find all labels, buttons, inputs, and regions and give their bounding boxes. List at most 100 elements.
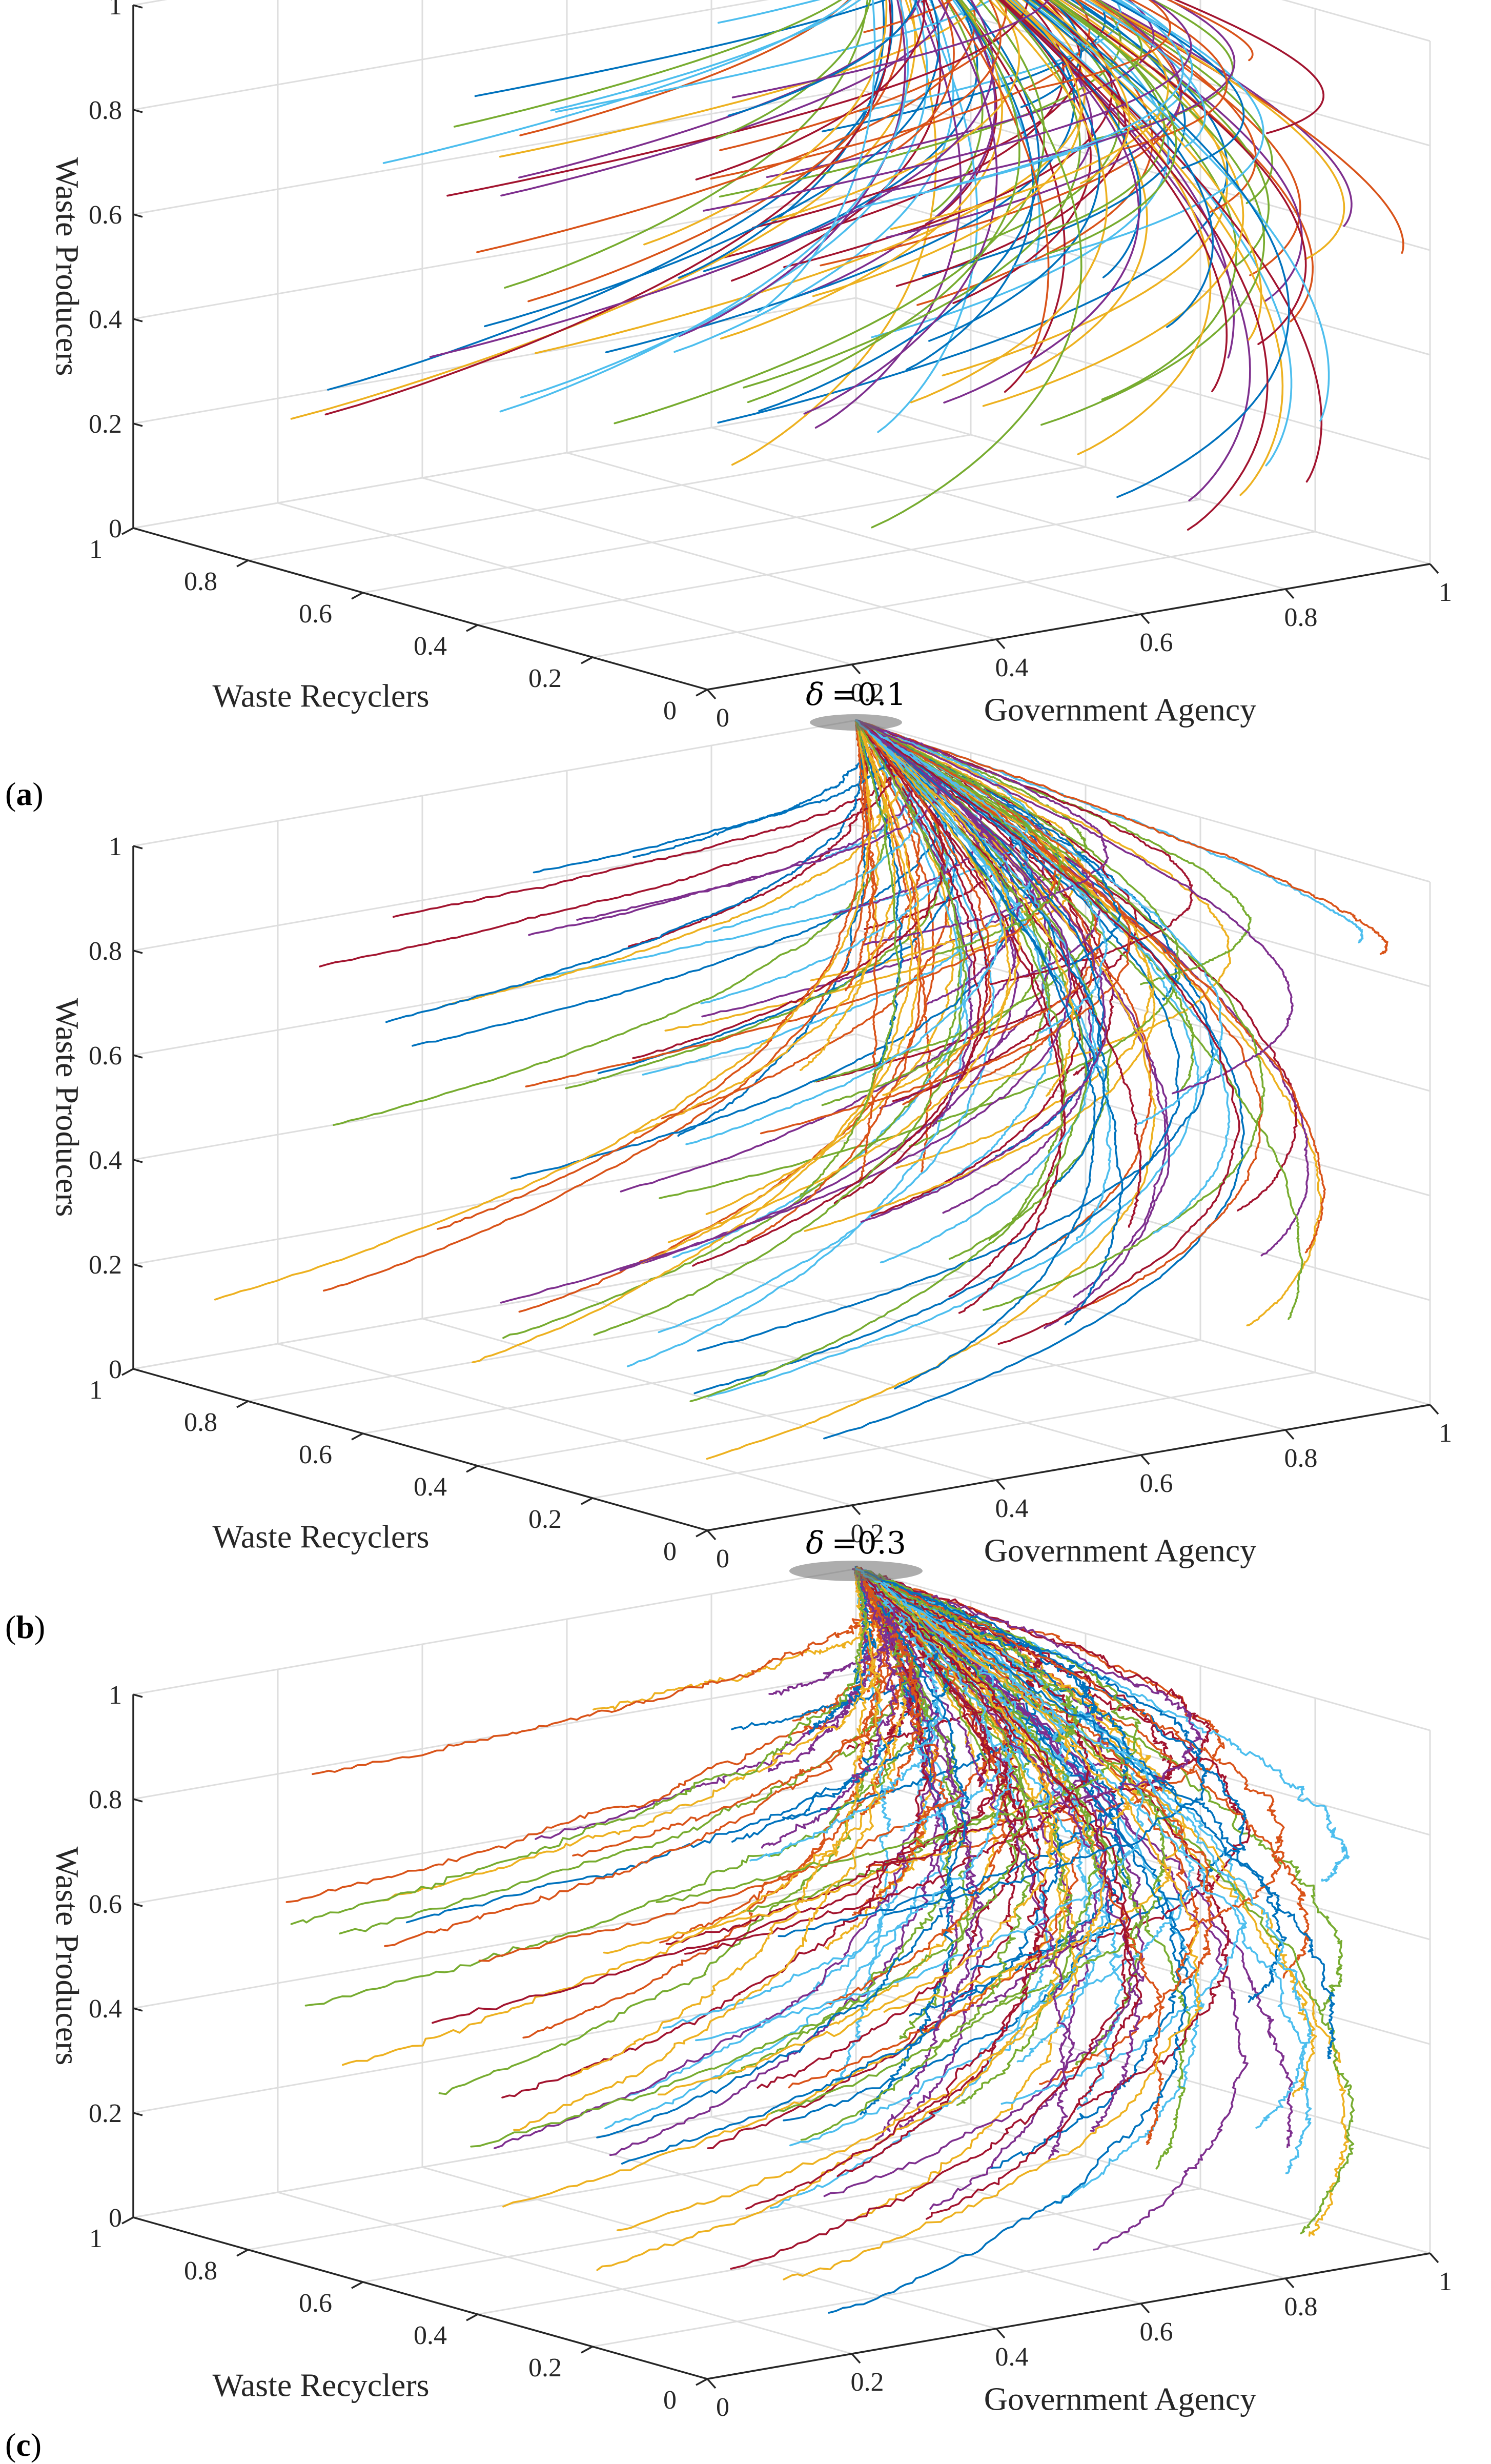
trajectory bbox=[384, 1568, 888, 1947]
trajectory bbox=[693, 719, 1180, 1395]
trajectory bbox=[855, 1568, 1165, 2145]
trajectory bbox=[855, 719, 1066, 1314]
grid bbox=[132, 0, 1431, 691]
grid-line bbox=[133, 0, 769, 111]
z-tick-label: 0 bbox=[109, 1355, 122, 1384]
grid bbox=[132, 719, 1431, 1531]
grid-line bbox=[711, 427, 1286, 590]
trajectory bbox=[1011, 0, 1235, 359]
chart-panel-a: 0 0 0 0.2 0.2 0.2 0.4 0.4 0.4 0.6 0.6 0.6 0.8 0.8 0.8 1… bbox=[5, 0, 1452, 812]
grid-line bbox=[855, 719, 1431, 883]
trajectory bbox=[855, 719, 1364, 943]
trajectory bbox=[327, 0, 893, 391]
x-tick-label: 0.4 bbox=[995, 1494, 1029, 1523]
z-tick-mark bbox=[133, 1368, 143, 1372]
trajectory bbox=[855, 1568, 1293, 2148]
trajectory bbox=[855, 719, 1112, 1241]
title-symbol: δ bbox=[806, 677, 824, 713]
trajectory bbox=[855, 719, 992, 1105]
axes: 0 0 0 0.2 0.2 0.2 0.4 0.4 0.4 0.6 0.6 0.6 0.8 0.8 0.8 1… bbox=[89, 0, 1452, 733]
trajectory bbox=[695, 0, 926, 180]
y-tick-label: 0.2 bbox=[528, 664, 562, 693]
x-tick-label: 0.8 bbox=[1284, 2292, 1318, 2321]
x-tick-label: 1 bbox=[1439, 1419, 1452, 1448]
grid-line bbox=[133, 2091, 856, 2218]
y-axis-label: Waste Recyclers bbox=[212, 677, 429, 714]
grid-line bbox=[592, 531, 1316, 658]
grid-line bbox=[133, 88, 856, 215]
trajectory bbox=[855, 719, 1109, 946]
trajectory bbox=[1012, 0, 1264, 268]
z-tick-label: 0.4 bbox=[89, 1146, 122, 1175]
grid-line bbox=[592, 2220, 1316, 2348]
x-tick-mark bbox=[995, 2328, 1006, 2339]
trajectory bbox=[504, 0, 869, 289]
trajectory bbox=[667, 719, 1012, 1243]
axes: 0 0 0 0.2 0.2 0.2 0.4 0.4 0.4 0.6 0.6 0.6 0.8 0.8 0.8 1… bbox=[89, 1681, 1452, 2422]
z-tick-label: 0.6 bbox=[89, 200, 122, 230]
x-tick-mark bbox=[1140, 613, 1150, 624]
z-tick-mark bbox=[133, 527, 143, 532]
trajectory bbox=[1028, 0, 1171, 91]
grid-line bbox=[711, 1267, 1286, 1431]
x-tick-label: 0.6 bbox=[1140, 1469, 1173, 1498]
z-tick-mark bbox=[133, 1263, 143, 1268]
trajectory bbox=[859, 0, 1122, 113]
y-tick-mark bbox=[696, 1529, 708, 1538]
grid-line bbox=[133, 1033, 856, 1161]
z-tick-mark bbox=[133, 1903, 143, 1907]
x-tick-label: 1 bbox=[1439, 2267, 1452, 2296]
x-tick-mark bbox=[1284, 588, 1295, 599]
trajectory bbox=[879, 0, 1236, 194]
trajectory bbox=[1167, 0, 1254, 62]
trajectory bbox=[781, 0, 1002, 180]
z-tick-label: 0.6 bbox=[89, 1890, 122, 1919]
y-tick-label: 1 bbox=[89, 2224, 103, 2253]
trajectory bbox=[1008, 0, 1212, 455]
grid-line bbox=[855, 1033, 1431, 1197]
trajectory bbox=[855, 1568, 1151, 1864]
trajectory bbox=[392, 719, 904, 918]
y-tick-mark bbox=[351, 1432, 363, 1441]
trajectory bbox=[747, 0, 1020, 403]
grid-line bbox=[855, 1138, 1431, 1301]
x-tick-mark bbox=[995, 638, 1006, 650]
z-tick-mark bbox=[133, 4, 143, 9]
grid-line bbox=[133, 1986, 856, 2114]
trajectory bbox=[1089, 0, 1273, 204]
panel-label: (c) bbox=[5, 2427, 42, 2463]
trajectory bbox=[432, 1568, 1012, 2024]
x-tick-mark bbox=[995, 1479, 1006, 1490]
grid-line bbox=[566, 452, 1141, 615]
grid-line bbox=[477, 498, 1201, 626]
trajectory bbox=[1024, 0, 1214, 328]
trajectory bbox=[661, 719, 952, 1120]
x-axis-line bbox=[707, 563, 1431, 691]
trajectory bbox=[716, 0, 871, 139]
trajectory bbox=[803, 0, 998, 415]
axes: 0 0 0 0.2 0.2 0.2 0.4 0.4 0.4 0.6 0.6 0.6 0.8 0.8 0.8 1… bbox=[89, 832, 1452, 1573]
z-tick-mark bbox=[133, 1693, 143, 1698]
y-tick-label: 0.6 bbox=[299, 1440, 332, 1469]
y-tick-label: 0.8 bbox=[184, 567, 217, 596]
grid-line bbox=[477, 2188, 1201, 2315]
z-tick-label: 0.2 bbox=[89, 2099, 122, 2128]
trajectory bbox=[1053, 0, 1307, 345]
trajectory bbox=[513, 1568, 891, 2131]
trajectory bbox=[877, 0, 978, 433]
trajectory bbox=[555, 0, 993, 113]
y-axis-line bbox=[133, 2216, 708, 2380]
trajectory bbox=[333, 719, 889, 1126]
y-tick-label: 0.4 bbox=[414, 2321, 447, 2350]
trajectory bbox=[812, 0, 1082, 297]
trajectory bbox=[771, 1568, 1100, 2114]
z-tick-mark bbox=[133, 422, 143, 427]
trajectory bbox=[1090, 0, 1404, 254]
trajectory bbox=[322, 719, 871, 1292]
trajectory bbox=[312, 1568, 881, 1775]
z-tick-mark bbox=[133, 2007, 143, 2012]
z-tick-label: 0 bbox=[109, 2204, 122, 2233]
trajectory bbox=[855, 1568, 1285, 1932]
trajectory bbox=[1054, 0, 1314, 322]
